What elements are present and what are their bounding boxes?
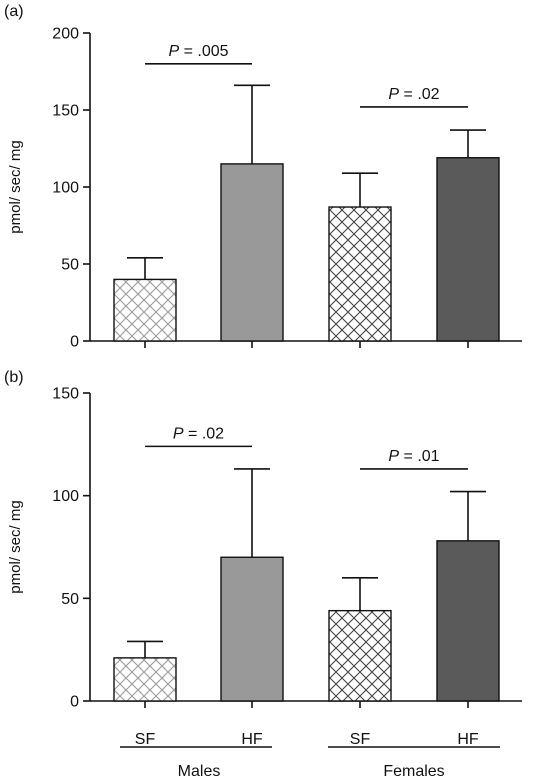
p-symbol: P — [388, 86, 399, 103]
group-label-females: Females — [383, 763, 444, 780]
x-axis-labels: SF HF SF HF Males Females — [120, 731, 500, 780]
group-label-males: Males — [178, 763, 221, 780]
x-category-label: SF — [135, 731, 156, 748]
p-value-label: P = .005 — [168, 43, 228, 60]
y-tick-label: 50 — [61, 257, 79, 274]
y-tick-label: 100 — [52, 488, 79, 505]
x-category-label: SF — [350, 731, 371, 748]
p-value-label: P = .02 — [388, 86, 439, 103]
p-value-label: P = .01 — [388, 448, 439, 465]
bar-females-sf — [328, 609, 392, 702]
bar-females-sf — [328, 206, 392, 342]
y-tick-label: 50 — [61, 591, 79, 608]
y-tick-label: 200 — [52, 26, 79, 43]
y-tick-label: 150 — [52, 103, 79, 120]
p-value: = .005 — [179, 43, 228, 60]
y-tick-label: 0 — [70, 694, 79, 711]
p-value-label: P = .02 — [173, 425, 224, 442]
bar-males-hf — [220, 556, 284, 702]
bar-males-hf — [220, 163, 284, 342]
y-tick-label: 0 — [70, 334, 79, 351]
panel-a-ylabel: pmol/ sec/ mg — [7, 140, 24, 233]
p-value: = .02 — [184, 425, 225, 442]
x-category-label: HF — [457, 731, 479, 748]
panel-b-label: (b) — [4, 369, 24, 386]
y-tick-label: 100 — [52, 180, 79, 197]
p-symbol: P — [388, 448, 399, 465]
y-tick-label: 150 — [52, 386, 79, 403]
bar-females-hf — [436, 157, 500, 342]
panel-b-ylabel: pmol/ sec/ mg — [7, 500, 24, 593]
x-category-label: HF — [241, 731, 263, 748]
bar-males-sf — [113, 278, 177, 342]
p-symbol: P — [168, 43, 179, 60]
bar-females-hf — [436, 540, 500, 702]
p-value: = .02 — [399, 86, 440, 103]
p-value: = .01 — [399, 448, 440, 465]
panel-a-label: (a) — [4, 3, 24, 20]
bar-males-sf — [113, 657, 177, 702]
p-symbol: P — [173, 425, 184, 442]
